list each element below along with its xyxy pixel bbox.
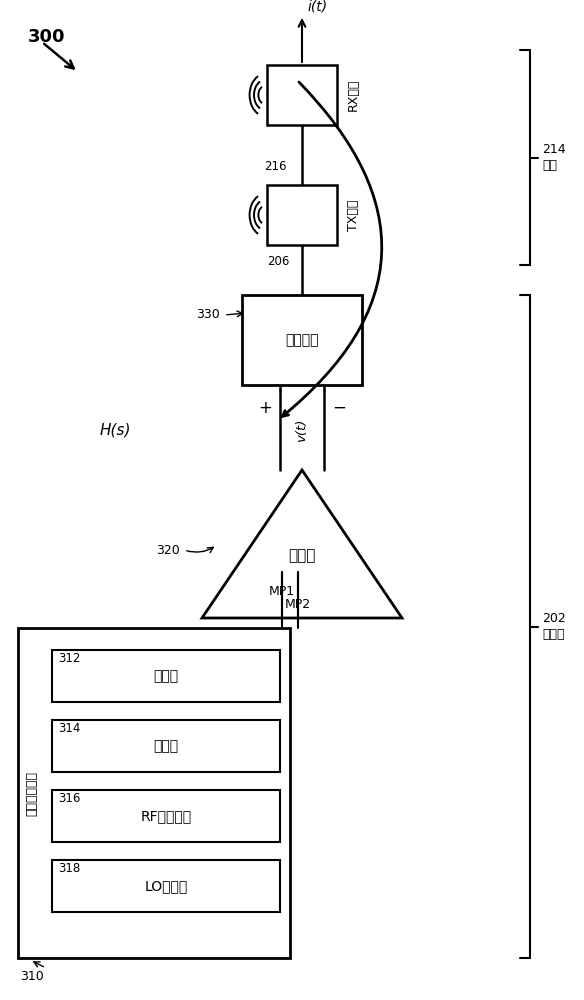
Text: 330: 330 — [196, 308, 220, 322]
Text: 214: 214 — [542, 143, 566, 156]
Text: 206: 206 — [267, 255, 290, 268]
Bar — [267, 185, 337, 245]
Text: 202: 202 — [542, 612, 566, 625]
Text: 发起方子系统: 发起方子系统 — [26, 770, 39, 816]
Text: v(t): v(t) — [296, 418, 308, 442]
Text: 310: 310 — [20, 970, 44, 983]
Bar — [267, 65, 337, 125]
Bar — [242, 295, 362, 385]
Text: 存储器: 存储器 — [154, 739, 179, 753]
Text: RF模拟模块: RF模拟模块 — [140, 809, 192, 823]
Text: 300: 300 — [28, 28, 65, 46]
Text: 发起方: 发起方 — [542, 628, 565, 641]
Text: 320: 320 — [157, 544, 180, 556]
Text: 316: 316 — [58, 792, 81, 805]
Text: 318: 318 — [58, 862, 80, 875]
Text: 目标: 目标 — [542, 159, 557, 172]
Bar — [52, 860, 280, 912]
Text: 216: 216 — [265, 160, 287, 173]
Text: 处理器: 处理器 — [154, 669, 179, 683]
Text: i(t): i(t) — [308, 0, 328, 13]
Bar — [52, 650, 280, 702]
Text: LO发生器: LO发生器 — [144, 879, 187, 893]
Text: RX天线: RX天线 — [347, 79, 360, 111]
Bar — [52, 790, 280, 842]
Text: H(s): H(s) — [99, 422, 131, 438]
Text: +: + — [258, 399, 272, 417]
Text: 312: 312 — [58, 652, 81, 665]
Bar — [52, 720, 280, 772]
Text: 匹配网络: 匹配网络 — [285, 333, 319, 347]
Text: TX天线: TX天线 — [347, 199, 360, 231]
Bar — [18, 628, 290, 958]
Text: 放大器: 放大器 — [288, 548, 316, 563]
Text: −: − — [332, 399, 346, 417]
Text: 314: 314 — [58, 722, 81, 735]
Text: MP1: MP1 — [269, 585, 295, 598]
Text: MP2: MP2 — [285, 598, 311, 611]
